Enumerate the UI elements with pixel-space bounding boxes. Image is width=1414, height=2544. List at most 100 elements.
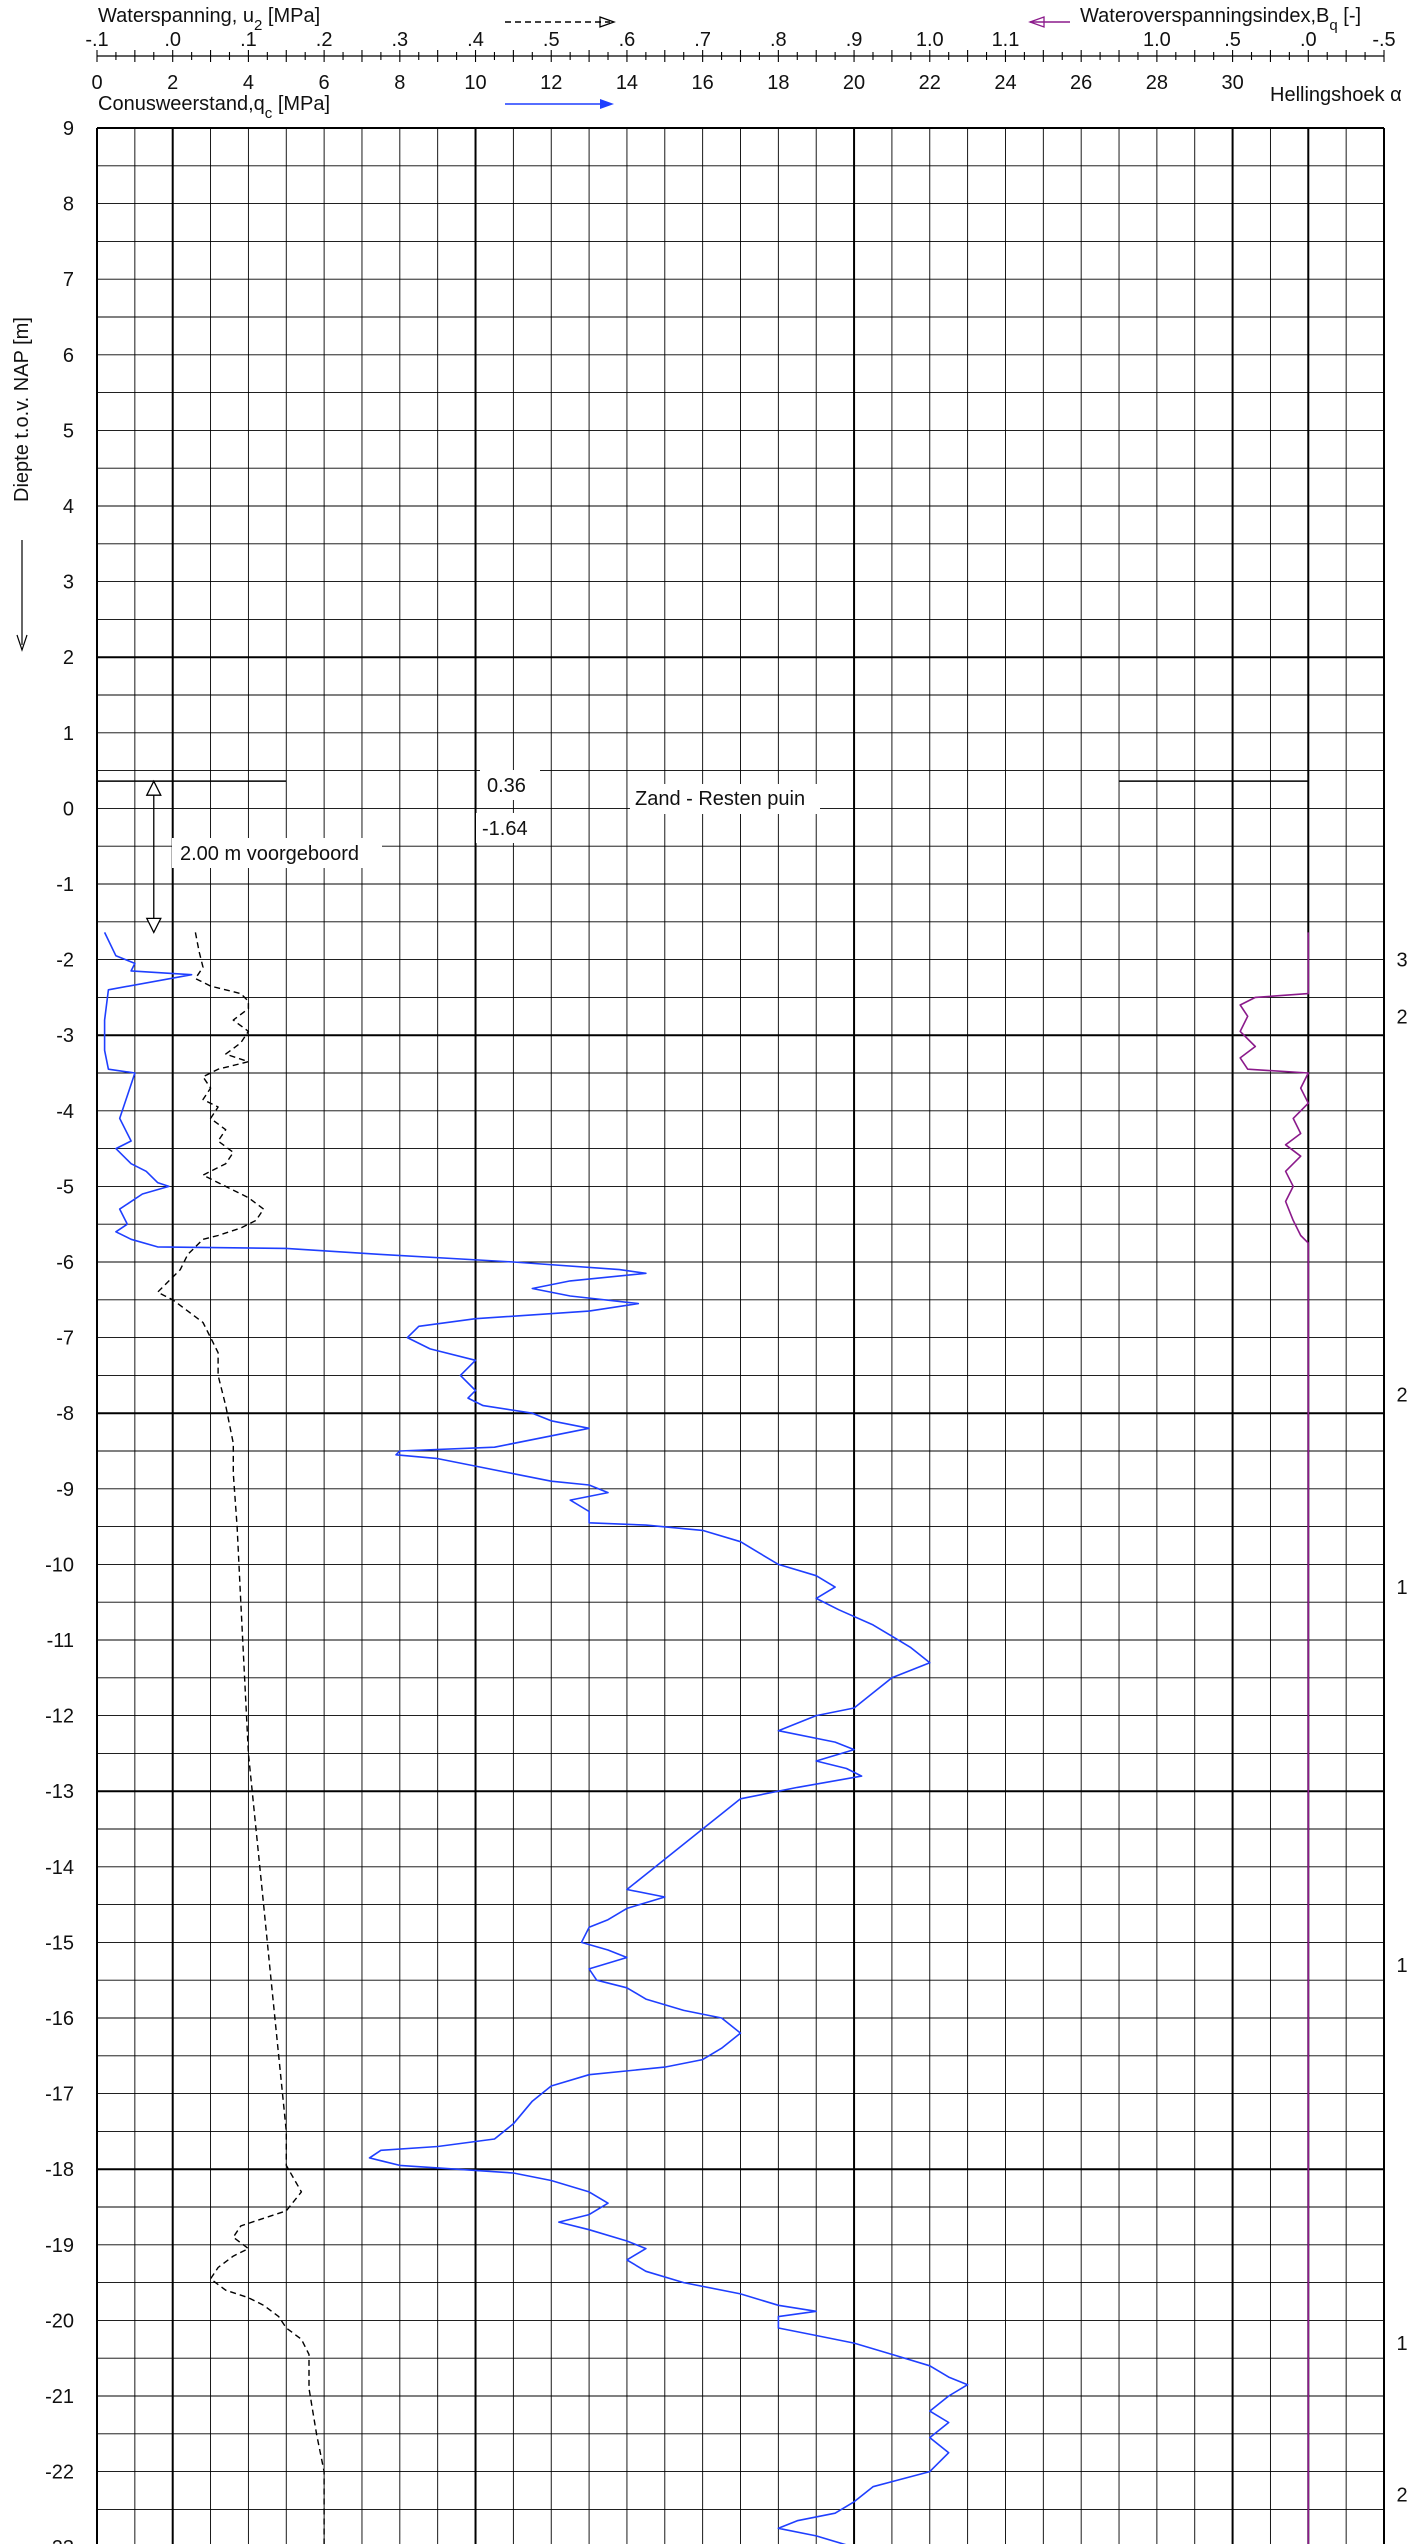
alpha-value-label: 3 <box>1396 950 1407 972</box>
depth-tick-label: 9 <box>63 118 74 140</box>
depth-tick-label: -22 <box>45 2462 74 2484</box>
alpha-value-label: 1 <box>1396 1955 1407 1977</box>
predrill-arrow-bottom <box>145 917 162 934</box>
qc-tick-label: 30 <box>1221 72 1243 94</box>
depth-tick-label: -19 <box>45 2235 74 2257</box>
depth-tick-label: -21 <box>45 2386 74 2408</box>
depth-tick-label: -6 <box>56 1252 74 1274</box>
depth-tick-label: -7 <box>56 1328 74 1350</box>
alpha-value-label: 1 <box>1396 2333 1407 2355</box>
depth-tick-label: -4 <box>56 1101 74 1123</box>
qc-tick-label: 10 <box>464 72 486 94</box>
depth-tick-label: 6 <box>63 345 74 367</box>
depth-tick-label: -20 <box>45 2310 74 2332</box>
major-grid <box>96 127 1385 2544</box>
u2-tick-label: .9 <box>846 29 863 51</box>
depth-tick-label: 3 <box>63 572 74 594</box>
depth-direction-arrow <box>16 540 28 652</box>
depth-tick-label: -18 <box>45 2159 74 2181</box>
bq-tick-label: -.5 <box>1372 29 1395 51</box>
depth-tick-label: -5 <box>56 1176 74 1198</box>
qc-tick-label: 26 <box>1070 72 1092 94</box>
alpha-axis-label: Hellingshoek α <box>1270 84 1402 106</box>
bottom-level-box <box>476 813 540 843</box>
top-level-value: 0.36 <box>487 775 526 797</box>
predrill-box <box>172 838 382 868</box>
qc-tick-label: 0 <box>91 72 102 94</box>
bq-tick-label: .5 <box>1224 29 1241 51</box>
u2-tick-label: .3 <box>391 29 408 51</box>
alpha-value-label: 2 <box>1396 2484 1407 2506</box>
depth-tick-label: 0 <box>63 798 74 820</box>
depth-axis-label: Diepte t.o.v. NAP [m] <box>11 317 33 502</box>
depth-tick-label: 4 <box>63 496 74 518</box>
depth-tick-label: -9 <box>56 1479 74 1501</box>
qc-tick-label: 2 <box>167 72 178 94</box>
u2-tick-label: .1 <box>240 29 257 51</box>
alpha-value-label: 1 <box>1396 1577 1407 1599</box>
soil-description: Zand - Resten puin <box>635 788 805 810</box>
annotations <box>97 770 1309 934</box>
depth-tick-label: -16 <box>45 2008 74 2030</box>
u2-tick-label: -.1 <box>85 29 108 51</box>
depth-tick-label: 7 <box>63 269 74 291</box>
qc-tick-label: 14 <box>616 72 638 94</box>
soil-box <box>630 784 820 814</box>
depth-tick-label: 8 <box>63 194 74 216</box>
u2-legend-arrow <box>505 16 616 28</box>
qc-axis-label: Conusweerstand,qc [MPa] <box>98 93 330 122</box>
qc-tick-label: 8 <box>394 72 405 94</box>
qc-tick-label: 28 <box>1146 72 1168 94</box>
depth-axis: 9 8 7 6 5 4 3 2 1 0 -1 -2 -3 -4 -5 -6 -7 -8 -9 -10 -11 -12 -13… <box>45 118 74 2544</box>
alpha-value-label: 2 <box>1396 1006 1407 1028</box>
depth-tick-label: -12 <box>45 1706 74 1728</box>
depth-tick-label: -11 <box>47 1630 74 1652</box>
series-line-qc <box>103 932 969 2544</box>
u2-tick-label: .6 <box>619 29 636 51</box>
u2-axis-label: Waterspanning, u2 [MPa] <box>98 5 320 34</box>
depth-tick-label: 5 <box>63 420 74 442</box>
u2-tick-label: 1.1 <box>992 29 1020 51</box>
top-axes: -.1 .0 .1 .2 .3 .4 .5 .6 .7 .8 .9 1.0 1.1 1.0 .5 .0 -.5 0… <box>85 29 1395 94</box>
u2-tick-label: .8 <box>770 29 787 51</box>
top-level-box <box>480 770 540 800</box>
depth-tick-label: -1 <box>56 874 74 896</box>
u2-tick-label: .7 <box>694 29 711 51</box>
depth-tick-label: -8 <box>56 1403 74 1425</box>
depth-tick-label: 2 <box>63 647 74 669</box>
alpha-value-label: 2 <box>1396 1384 1407 1406</box>
qc-tick-label: 12 <box>540 72 562 94</box>
bottom-level-value: -1.64 <box>482 818 528 840</box>
u2-tick-label: .5 <box>543 29 560 51</box>
depth-tick-label: -13 <box>45 1781 74 1803</box>
qc-tick-label: 24 <box>994 72 1016 94</box>
depth-tick-label: 1 <box>63 723 74 745</box>
qc-tick-label: 20 <box>843 72 865 94</box>
u2-tick-label: .0 <box>164 29 181 51</box>
series-line-u2 <box>156 932 325 2544</box>
qc-legend-arrow <box>505 99 614 109</box>
u2-tick-label: 1.0 <box>916 29 944 51</box>
depth-tick-label: -2 <box>56 950 74 972</box>
bq-axis-label: Wateroverspanningsindex,Bq [-] <box>1080 5 1361 34</box>
qc-tick-label: 18 <box>767 72 789 94</box>
depth-tick-label: -17 <box>45 2084 74 2106</box>
u2-tick-label: .2 <box>316 29 333 51</box>
bq-tick-label: .0 <box>1300 29 1317 51</box>
depth-tick-label: -3 <box>56 1025 74 1047</box>
qc-tick-label: 22 <box>919 72 941 94</box>
series-layer <box>103 932 1310 2544</box>
predrill-note: 2.00 m voorgeboord <box>180 843 359 865</box>
minor-grid <box>97 127 1384 2544</box>
u2-tick-label: .4 <box>467 29 484 51</box>
bq-tick-label: 1.0 <box>1143 29 1171 51</box>
qc-tick-label: 6 <box>319 72 330 94</box>
depth-tick-label: -15 <box>45 1932 74 1954</box>
series-line-bq <box>1239 932 1310 2544</box>
alpha-values: 3 2 2 1 1 1 2 <box>1396 950 1407 2507</box>
depth-tick-label: -23 <box>45 2537 74 2544</box>
qc-tick-label: 4 <box>243 72 254 94</box>
depth-tick-label: -14 <box>45 1857 74 1879</box>
predrill-arrow-top <box>145 779 162 796</box>
